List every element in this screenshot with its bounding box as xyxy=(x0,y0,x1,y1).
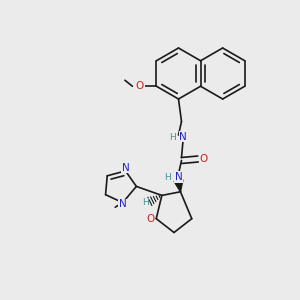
Text: H: H xyxy=(142,198,149,207)
Text: N: N xyxy=(179,131,187,142)
Text: O: O xyxy=(146,214,154,224)
Polygon shape xyxy=(174,180,183,192)
Text: N: N xyxy=(122,163,129,173)
Text: O: O xyxy=(200,154,208,164)
Text: H: H xyxy=(169,134,176,142)
Text: O: O xyxy=(136,81,144,91)
Text: N: N xyxy=(119,199,127,209)
Text: H: H xyxy=(165,172,171,182)
Text: N: N xyxy=(175,172,182,182)
